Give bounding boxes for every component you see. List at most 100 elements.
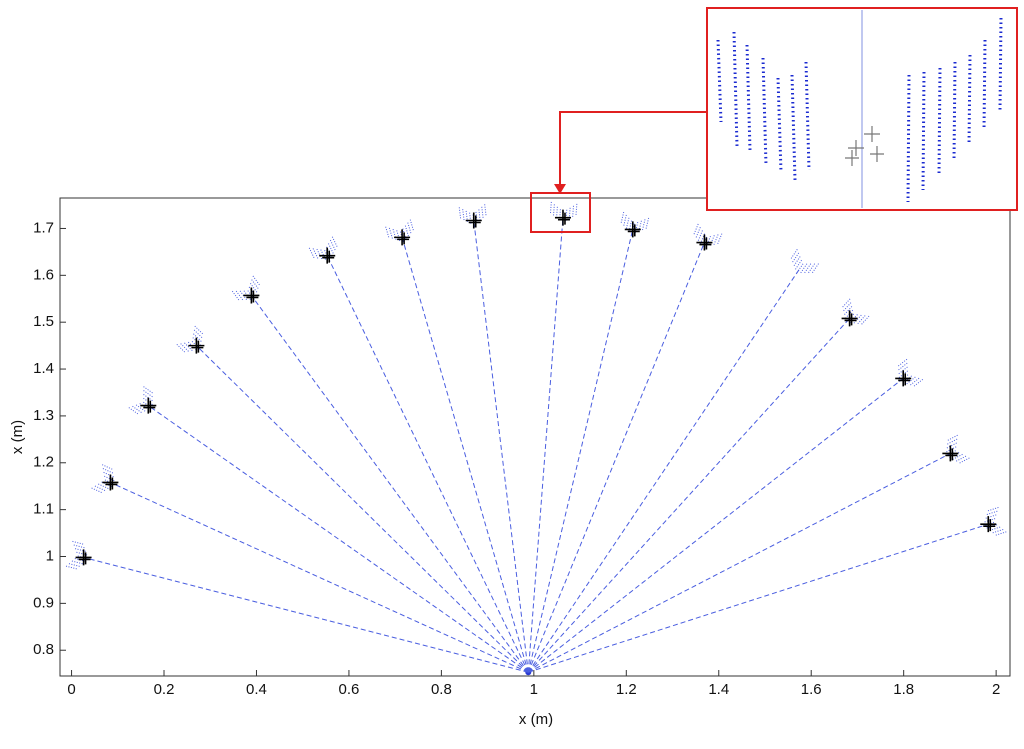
cluster-hatch (128, 407, 139, 415)
x-tick-label: 2 (992, 681, 1000, 698)
estimate-cross (942, 445, 959, 462)
cluster-hatch (958, 457, 970, 464)
y-tick-label: 1.4 (33, 360, 54, 377)
estimate-cross (980, 516, 997, 533)
inset-crosses (845, 126, 884, 166)
ray (148, 405, 529, 673)
plot-frame (59, 197, 1011, 677)
cluster-hatch (807, 263, 816, 274)
cluster-hatch (844, 309, 854, 320)
estimate-cross (75, 549, 92, 566)
cluster-hatch (475, 211, 478, 224)
arrow-head (554, 184, 566, 194)
cluster-hatch (988, 526, 1001, 532)
measurement-cluster (176, 325, 204, 354)
x-tick-label: 0 (67, 681, 75, 698)
cluster-hatch (811, 263, 819, 274)
y-tick-label: 1 (46, 547, 54, 564)
measurement-cluster (65, 540, 90, 570)
y-tick-label: 1.1 (33, 501, 54, 518)
cluster-hatch (790, 249, 798, 260)
cluster-hatch (986, 506, 999, 512)
y-tick-label: 1.2 (33, 454, 54, 471)
measurement-cluster (790, 249, 819, 275)
cluster-hatch (985, 510, 998, 516)
cluster-hatch (396, 230, 401, 243)
measurement-cluster (841, 298, 870, 326)
cluster-hatch (842, 302, 852, 312)
cluster-hatch (856, 315, 866, 325)
cluster-hatch (65, 565, 78, 570)
zoom-arrow (559, 111, 707, 186)
cluster-hatch (312, 248, 319, 260)
measurement-cluster (944, 434, 970, 464)
estimate-cross (554, 209, 571, 226)
measurement-cluster (620, 211, 650, 236)
estimate-cross (140, 397, 157, 414)
x-tick-label: 1.4 (708, 681, 729, 698)
cluster-hatch (641, 219, 646, 232)
ray (83, 556, 529, 673)
ray (527, 229, 634, 673)
cluster-hatch (552, 204, 555, 217)
x-tick-label: 0.8 (431, 681, 452, 698)
cluster-hatch (946, 434, 958, 442)
cluster-hatch (549, 201, 552, 214)
cluster-hatch (799, 263, 808, 274)
cluster-hatch (251, 279, 260, 290)
measurement-cluster (308, 236, 338, 262)
y-tick-label: 1.7 (33, 219, 54, 236)
estimate-cross (465, 212, 482, 229)
y-axis-label: x (m) (9, 420, 26, 454)
x-tick-label: 0.4 (246, 681, 267, 698)
cluster-hatch (76, 551, 89, 556)
ray (196, 345, 529, 673)
ray (527, 378, 904, 673)
cluster-hatch (983, 518, 996, 523)
measurement-cluster (91, 464, 117, 494)
cluster-hatch (231, 290, 240, 302)
cluster-hatch (897, 358, 908, 368)
ray (527, 268, 801, 673)
cluster-hatch (102, 464, 114, 471)
cluster-hatch (73, 544, 86, 549)
cluster-hatch (72, 540, 85, 545)
cluster-hatch (331, 236, 338, 248)
y-tick-label: 1.3 (33, 407, 54, 424)
measurement-cluster (982, 506, 1007, 536)
cluster-hatch (909, 377, 920, 387)
ray (473, 220, 529, 673)
estimate-cross (624, 221, 641, 238)
y-tick-label: 0.8 (33, 641, 54, 658)
estimate-cross (319, 247, 336, 264)
cluster-hatch (699, 233, 706, 246)
cluster-hatch (392, 229, 397, 241)
cluster-hatch (458, 207, 462, 220)
cluster-hatch (994, 531, 1007, 536)
cluster-hatch (102, 468, 115, 474)
cluster-hatch (176, 344, 186, 354)
cluster-hatch (991, 528, 1004, 534)
y-tick-label: 0.9 (33, 594, 54, 611)
ray (527, 242, 705, 673)
cluster-hatch (71, 560, 84, 565)
cluster-hatch (193, 329, 204, 339)
cluster-hatch (628, 220, 633, 233)
estimate-cross (102, 474, 119, 491)
cluster-hatch (555, 206, 558, 219)
cluster-hatch (484, 204, 487, 217)
cluster-hatch (625, 217, 630, 230)
cluster-hatch (791, 252, 800, 264)
ray (528, 452, 951, 673)
measurement-cluster (128, 386, 154, 415)
cluster-hatch (385, 226, 390, 239)
cluster-hatch (572, 205, 574, 218)
cluster-hatch (623, 214, 627, 227)
cluster-hatch (132, 405, 143, 414)
measurement-cluster (385, 219, 415, 244)
x-tick-label: 0.2 (154, 681, 175, 698)
cluster-hatch (843, 306, 853, 316)
cluster-hatch (409, 219, 415, 232)
cluster-hatch (194, 325, 204, 335)
ray (326, 255, 529, 673)
